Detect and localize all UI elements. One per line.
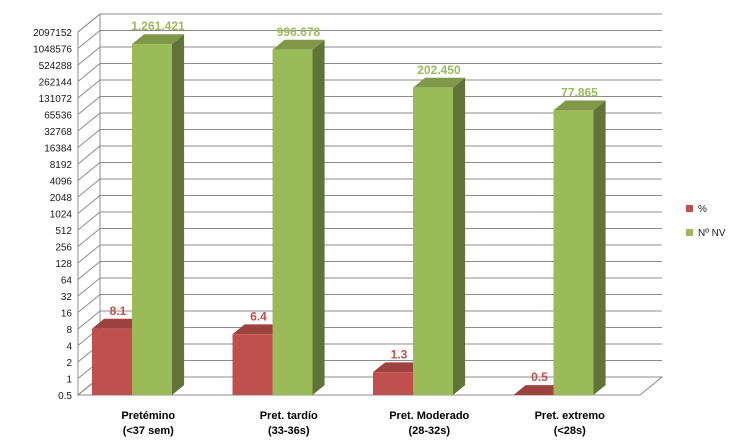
y-tick-label: 1 <box>66 375 72 386</box>
bar-top <box>92 318 145 329</box>
y-tick-label: 65536 <box>44 111 72 122</box>
category-label: (28-32s) <box>408 425 450 437</box>
y-tick-label: 32 <box>61 292 73 303</box>
gridlines <box>77 13 662 396</box>
category-label: (<28s) <box>554 425 586 437</box>
gridline <box>77 162 662 181</box>
y-tick-label: 131072 <box>39 94 73 105</box>
gridline <box>77 63 662 82</box>
y-tick-label: 16384 <box>44 144 72 155</box>
bar-front <box>373 372 413 395</box>
bar-front <box>553 110 594 395</box>
y-tick-label: 4096 <box>50 177 73 188</box>
bar-top <box>132 34 185 45</box>
gridline <box>77 96 662 115</box>
y-tick-label: 8192 <box>50 160 73 171</box>
data-label: 77.865 <box>561 85 598 99</box>
gridline <box>77 228 662 247</box>
bar-series-1 <box>553 100 606 396</box>
bar-front <box>272 49 313 396</box>
data-label: 0.5 <box>531 370 548 384</box>
gridline <box>77 294 662 313</box>
category-label: (33-36s) <box>268 425 310 437</box>
legend-label: Nº NV <box>698 228 726 239</box>
gridline <box>77 244 662 264</box>
bar-front <box>413 87 453 396</box>
data-label: 202.450 <box>417 63 461 77</box>
legend-item: Nº NV <box>686 228 726 239</box>
y-tick-label: 262144 <box>39 78 73 89</box>
gridline <box>77 46 662 66</box>
category-label: Pret. extremo <box>535 410 606 422</box>
bar-side <box>312 39 325 396</box>
bar-series-0 <box>513 385 566 395</box>
bar-top <box>553 100 606 111</box>
y-tick-label: 512 <box>55 226 72 237</box>
bar-top <box>513 385 566 395</box>
bar-front <box>92 328 132 395</box>
y-tick-label: 0.5 <box>58 391 72 402</box>
gridline <box>77 79 662 99</box>
y-tick-label: 64 <box>61 276 73 287</box>
data-label: 996.678 <box>277 25 321 39</box>
gridline <box>77 310 662 330</box>
legend-swatch <box>686 205 693 212</box>
bar-top <box>413 77 466 88</box>
gridline <box>77 129 662 148</box>
y-tick-label: 8 <box>66 325 72 336</box>
bar-series-1 <box>272 39 325 396</box>
data-label: 6.4 <box>250 309 267 323</box>
bar-top <box>232 324 285 335</box>
y-tick-label: 524288 <box>39 61 73 72</box>
gridline <box>77 112 662 132</box>
data-label: 8.1 <box>110 304 127 318</box>
legend-swatch <box>686 229 693 236</box>
gridline <box>77 178 662 198</box>
bar-side <box>172 34 185 395</box>
bar-top <box>373 362 426 373</box>
bar-series-1 <box>413 77 466 396</box>
category-label: (<37 sem) <box>123 425 174 437</box>
y-tick-label: 2048 <box>50 193 73 204</box>
category-label: Pret. Moderado <box>389 410 469 422</box>
bars <box>92 34 606 396</box>
gridline <box>77 195 662 214</box>
y-tick-label: 1048576 <box>33 45 72 56</box>
data-labels: 8.1 1.261.421 6.4 996.678 1.3 202.450 0.5 77.86… <box>110 19 599 384</box>
gridline <box>77 211 662 231</box>
y-tick-label: 128 <box>55 259 72 270</box>
category-labels: Pretémino (<37 sem) Pret. tardío (33-36s) Pr… <box>121 410 605 437</box>
y-tick-label: 1024 <box>50 210 73 221</box>
y-tick-label: 16 <box>61 309 73 320</box>
gridline <box>77 145 662 165</box>
data-label: 1.3 <box>391 347 408 361</box>
y-tick-label: 32768 <box>44 127 72 138</box>
y-tick-label: 256 <box>55 243 72 254</box>
legend-label: % <box>698 204 707 215</box>
category-label: Pret. tardío <box>260 410 318 422</box>
y-tick-label: 2097152 <box>33 28 72 39</box>
gridline <box>77 277 662 297</box>
y-tick-label: 4 <box>66 342 72 353</box>
legend: % Nº NV <box>686 204 726 239</box>
y-axis-tick-labels: 0.5 1 2 4 8 16 32 64 128 256 512 1024 2048 4096 8192 16… <box>33 28 72 402</box>
bar-front <box>232 334 273 395</box>
bar-side <box>453 77 466 395</box>
category-label: Pretémino <box>121 410 175 422</box>
gridline <box>77 30 662 49</box>
y-tick-label: 2 <box>66 358 72 369</box>
legend-item: % <box>686 204 707 215</box>
bar-series-1 <box>132 34 185 395</box>
bar-front <box>132 44 172 395</box>
bar-side <box>593 100 606 396</box>
gridline <box>77 13 662 33</box>
data-label: 1.261.421 <box>131 19 185 33</box>
bar-top <box>272 39 325 50</box>
gridline <box>77 261 662 280</box>
